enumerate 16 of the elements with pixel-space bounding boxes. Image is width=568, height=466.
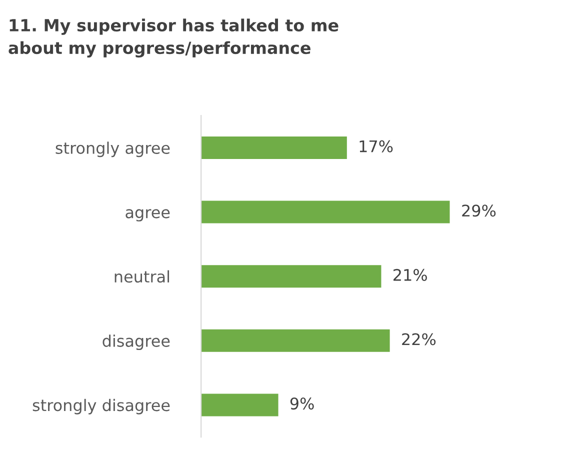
data-label: 17% — [360, 140, 393, 152]
bar — [201, 265, 382, 288]
data-label: 22% — [402, 333, 436, 346]
data-label: 21% — [394, 268, 427, 281]
y-tick-label: strongly agree — [56, 142, 170, 158]
data-label: 29% — [462, 204, 496, 217]
bar — [201, 329, 390, 352]
y-tick-label: disagree — [102, 334, 170, 350]
y-tick-label: neutral — [114, 270, 170, 283]
bar — [201, 394, 278, 416]
bar — [201, 200, 450, 224]
y-tick-label: strongly disagree — [32, 398, 170, 414]
y-tick-label: agree — [126, 209, 170, 222]
chart-title: 11. My supervisor has talked to me about my progress/performance — [8, 18, 338, 58]
bar — [201, 136, 347, 159]
data-label: 9% — [290, 398, 314, 410]
